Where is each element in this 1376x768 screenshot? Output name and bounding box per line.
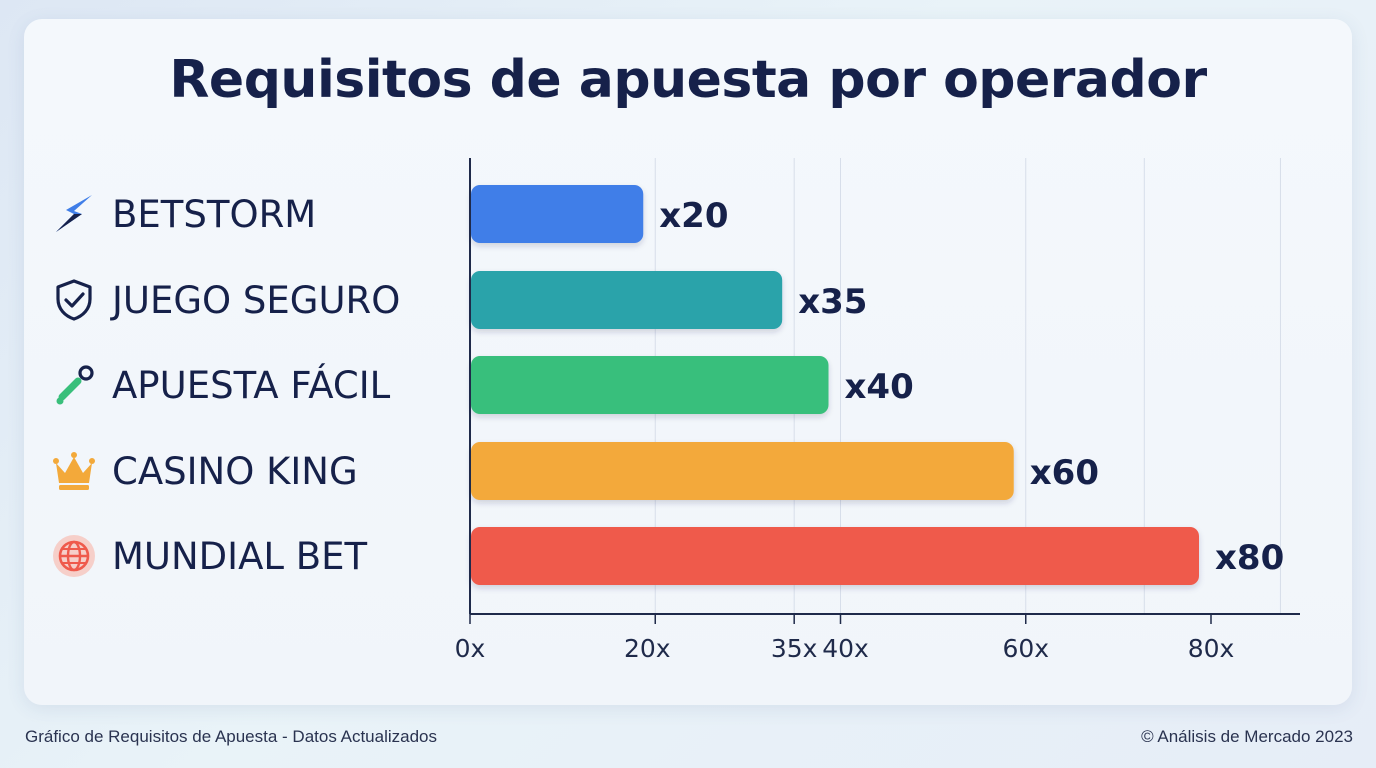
x-tick-label: 35x bbox=[771, 634, 818, 663]
data-label: x35 bbox=[798, 282, 867, 322]
operator-label: CASINO KING bbox=[112, 449, 358, 493]
shield-check-icon bbox=[50, 276, 98, 324]
x-tick-label: 0x bbox=[455, 634, 486, 663]
x-tick-label: 80x bbox=[1188, 634, 1235, 663]
x-tick-label: 60x bbox=[1002, 634, 1049, 663]
bar bbox=[471, 185, 644, 243]
operator-label: JUEGO SEGURO bbox=[112, 278, 401, 322]
operator-row-juego-seguro: JUEGO SEGURO bbox=[50, 270, 470, 330]
data-label: x60 bbox=[1030, 453, 1099, 493]
crown-icon bbox=[50, 447, 98, 495]
globe-icon bbox=[50, 532, 98, 580]
operator-row-apuesta-facil: APUESTA FÁCIL bbox=[50, 355, 470, 415]
bar bbox=[471, 356, 829, 414]
footer-copyright: © Análisis de Mercado 2023 bbox=[1141, 727, 1353, 746]
operator-row-casino-king: CASINO KING bbox=[50, 441, 470, 501]
data-label: x20 bbox=[659, 196, 728, 236]
operator-label: MUNDIAL BET bbox=[112, 534, 368, 578]
footer-caption: Gráfico de Requisitos de Apuesta - Datos… bbox=[25, 727, 438, 746]
chart-title: Requisitos de apuesta por operador bbox=[169, 50, 1207, 110]
pen-link-icon bbox=[50, 361, 98, 409]
lightning-icon bbox=[50, 190, 98, 238]
data-label: x40 bbox=[845, 367, 914, 407]
bar bbox=[471, 527, 1199, 585]
operator-label: BETSTORM bbox=[112, 192, 317, 236]
bar bbox=[471, 271, 783, 329]
operator-row-betstorm: BETSTORM bbox=[50, 184, 470, 244]
operator-row-mundial-bet: MUNDIAL BET bbox=[50, 526, 470, 586]
x-tick-label: 40x bbox=[822, 634, 869, 663]
operator-label: APUESTA FÁCIL bbox=[112, 363, 391, 407]
data-label: x80 bbox=[1215, 538, 1284, 578]
bar bbox=[471, 442, 1014, 500]
x-tick-label: 20x bbox=[624, 634, 671, 663]
